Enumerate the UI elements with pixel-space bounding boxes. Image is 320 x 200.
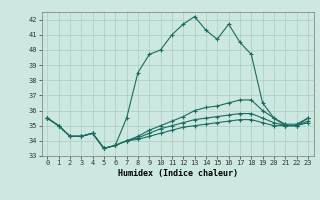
- X-axis label: Humidex (Indice chaleur): Humidex (Indice chaleur): [118, 169, 237, 178]
